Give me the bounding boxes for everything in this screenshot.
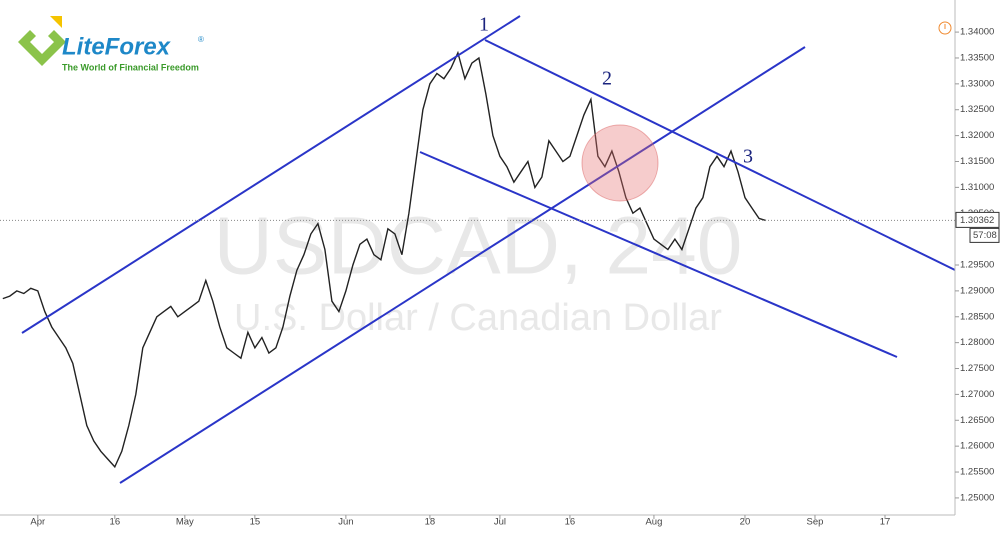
countdown-box bbox=[969, 227, 1000, 243]
logo-mark: ® bbox=[198, 35, 204, 44]
y-tick-label: 1.25000 bbox=[960, 492, 994, 503]
y-tick-label: 1.33000 bbox=[960, 78, 994, 89]
logo-text: LiteForex bbox=[62, 33, 172, 60]
trend-line bbox=[484, 39, 956, 271]
watermark: USDCAD, 240 bbox=[214, 201, 743, 292]
x-tick-label: Sep bbox=[807, 517, 824, 528]
watermark-subtitle: U.S. Dollar / Canadian Dollar bbox=[234, 297, 722, 339]
alert-icon bbox=[938, 21, 952, 35]
logo-icon bbox=[30, 30, 54, 54]
annotation: 1 bbox=[479, 14, 489, 36]
x-tick-label: Jul bbox=[494, 517, 506, 528]
highlight-circle bbox=[581, 124, 659, 202]
x-tick-label: 16 bbox=[110, 517, 121, 528]
y-tick-label: 1.26000 bbox=[960, 441, 994, 452]
logo-tagline: The World of Financial Freedom bbox=[62, 62, 199, 72]
y-tick-label: 1.32000 bbox=[960, 130, 994, 141]
trend-lines bbox=[21, 15, 956, 484]
y-tick-label: 1.27000 bbox=[960, 389, 994, 400]
x-tick-label: May bbox=[176, 517, 194, 528]
y-tick-label: 1.28000 bbox=[960, 337, 994, 348]
y-tick-label: 1.28500 bbox=[960, 311, 994, 322]
y-tick-label: 1.31500 bbox=[960, 156, 994, 167]
y-tick-label: 1.26500 bbox=[960, 415, 994, 426]
trend-line bbox=[419, 151, 898, 358]
x-tick-label: Aug bbox=[645, 517, 662, 528]
y-tick-label: 1.32500 bbox=[960, 104, 994, 115]
plot bbox=[2, 50, 767, 469]
y-tick-label: 1.27500 bbox=[960, 363, 994, 374]
last-price-label: 1.30362 bbox=[960, 215, 994, 226]
x-tick-label: Jun bbox=[338, 517, 353, 528]
x-tick-label: Apr bbox=[30, 517, 45, 528]
x-tick-label: 20 bbox=[740, 517, 751, 528]
y-tick-label: 1.31000 bbox=[960, 182, 994, 193]
x-tick-label: 15 bbox=[250, 517, 261, 528]
y-tick-label: 1.34000 bbox=[960, 27, 994, 38]
x-tick-label: 17 bbox=[880, 517, 891, 528]
y-tick-label: 1.25500 bbox=[960, 467, 994, 478]
logo: LiteForex ® The World of Financial Freed… bbox=[18, 16, 204, 72]
price-line bbox=[2, 50, 767, 469]
x-tick-label: 18 bbox=[425, 517, 436, 528]
annotation: 3 bbox=[743, 146, 753, 168]
y-tick-label: 1.29500 bbox=[960, 260, 994, 271]
logo-icon bbox=[50, 16, 62, 28]
trend-line bbox=[119, 46, 806, 484]
trend-line bbox=[21, 15, 521, 334]
y-tick-label: 1.29000 bbox=[960, 285, 994, 296]
price-label-box bbox=[955, 211, 1000, 228]
y-tick-label: 1.33500 bbox=[960, 52, 994, 63]
countdown: 57:08 bbox=[973, 230, 997, 241]
annotation: 2 bbox=[602, 68, 612, 90]
x-tick-label: 16 bbox=[565, 517, 576, 528]
